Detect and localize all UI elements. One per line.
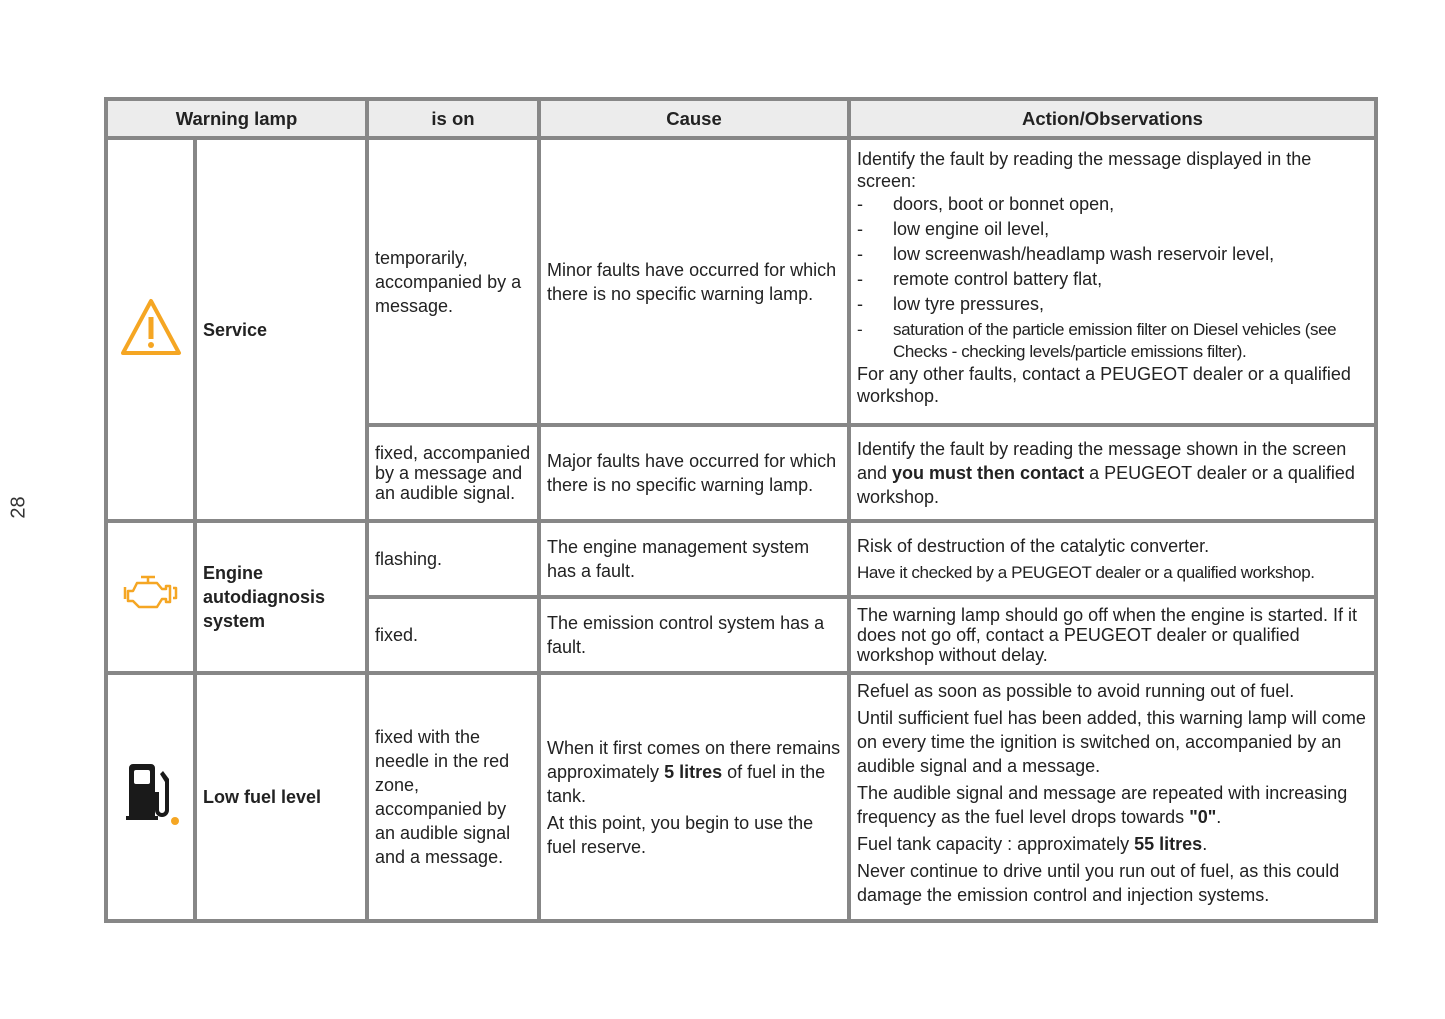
is-on-cell: flashing. [365,519,541,599]
action-text: Have it checked by a PEUGEOT dealer or a… [857,562,1315,582]
engine-icon-cell [104,519,197,675]
list-item: - low engine oil level, [857,217,1368,242]
action-cell: Identify the fault by reading the messag… [847,136,1378,427]
header-is-on: is on [365,97,541,140]
page-number: 28 [7,496,30,519]
fuel-pump-icon [125,764,179,825]
fuel-label: Low fuel level [193,671,369,923]
list-item: - saturation of the particle emission fil… [857,319,1368,363]
cause-cell: The emission control system has a fault. [537,595,851,675]
bullet: - [857,194,863,214]
action-text: Refuel as soon as possible to avoid runn… [857,681,1295,701]
warning-lamp-table: Warning lamp is on Cause Action/Observat… [104,97,1378,923]
is-on-cell: fixed. [365,595,541,675]
table-row: fixed. The emission control system has a… [106,595,1378,675]
bullet-text: saturation of the particle emission filt… [893,320,1337,361]
cause-text-part: of fuel in the tank. [547,761,826,806]
action-bold: "0" [1189,807,1217,827]
bullet-text: doors, boot or bonnet open, [893,194,1115,214]
bullet: - [857,219,863,239]
is-on-cell: fixed, accompanied by a message and an a… [365,423,541,523]
bullet: - [857,320,863,339]
engine-label: Engine autodiagnosis system [193,519,369,675]
cause-cell: When it first comes on there remains app… [537,671,851,923]
header-action: Action/Observations [847,97,1378,140]
bullet: - [857,269,863,289]
table-row: Engine autodiagnosis system flashing. Th… [104,519,1378,675]
list-item: - doors, boot or bonnet open, [857,192,1368,217]
action-text-part: . [1202,834,1208,854]
bullet-text: low screenwash/headlamp wash reservoir l… [893,244,1275,264]
header-cause: Cause [537,97,851,140]
list-item: - low tyre pressures, [857,292,1368,317]
action-text: Identify the fault by reading the messag… [857,439,1347,483]
table-row: fixed, accompanied by a message and an a… [106,423,1378,523]
action-cell: Refuel as soon as possible to avoid runn… [847,671,1378,923]
warning-triangle-icon [120,298,181,355]
list-item: - low screenwash/headlamp wash reservoir … [857,242,1368,267]
action-text: Risk of destruction of the catalytic con… [857,535,1210,556]
action-text: Never continue to drive until you run ou… [857,861,1340,905]
is-on-cell: temporarily, accompanied by a message. [365,136,541,427]
action-text: Identify the fault by reading the messag… [857,149,1312,191]
bullet: - [857,294,863,314]
action-text-part: Fuel tank capacity : approximately [857,834,1135,854]
engine-icon [123,575,177,609]
list-item: - remote control battery flat, [857,267,1368,292]
header-row: Warning lamp is on Cause Action/Observat… [104,97,1378,140]
table-row: Low fuel level fixed with the needle in … [104,671,1378,923]
action-text: Fuel tank capacity : approximately 55 li… [857,832,1368,856]
bullet-text: low tyre pressures, [893,294,1045,314]
service-label: Service [193,136,369,523]
action-text: The audible signal and message are repea… [857,781,1368,829]
is-on-cell: fixed with the needle in the red zone, a… [365,671,541,923]
table-row: Service temporarily, accompanied by a me… [104,136,1378,523]
action-cell: The warning lamp should go off when the … [847,595,1378,675]
cause-cell: Minor faults have occurred for which the… [537,136,851,427]
cause-text: When it first comes on there remains app… [547,736,841,808]
cause-bold: 5 litres [664,761,723,782]
action-text-part: . [1216,807,1222,827]
cause-text-part: When it first comes on there remains app… [547,737,841,782]
fuel-icon-cell [104,671,197,923]
action-text: For any other faults, contact a PEUGEOT … [857,364,1351,406]
action-text: Until sufficient fuel has been added, th… [857,708,1366,776]
cause-text: At this point, you begin to use the fuel… [547,812,814,857]
service-icon-cell [104,136,197,523]
action-bold: 55 litres [1134,834,1203,854]
action-cell: Identify the fault by reading the messag… [847,423,1378,523]
bullet-text: low engine oil level, [893,219,1050,239]
action-text-part: The audible signal and message are repea… [857,783,1348,827]
cause-cell: Major faults have occurred for which the… [537,423,851,523]
bullet: - [857,244,863,264]
bullet-text: remote control battery flat, [893,269,1103,289]
cause-cell: The engine management system has a fault… [537,519,851,599]
action-cell: Risk of destruction of the catalytic con… [847,519,1378,599]
action-bold: you must then contact [892,463,1085,483]
action-text: a PEUGEOT dealer or a qualified workshop… [857,463,1355,507]
header-warning-lamp: Warning lamp [104,97,369,140]
